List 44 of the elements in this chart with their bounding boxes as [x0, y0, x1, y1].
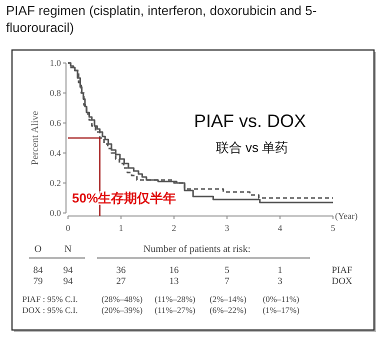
x-tick-label: 1 — [118, 223, 124, 233]
text: (28%–48%) — [101, 294, 143, 304]
text: (20%–39%) — [101, 305, 143, 315]
annotation: 联合 vs 单药 — [216, 140, 288, 155]
x-tick-label: 2 — [172, 223, 176, 233]
text: 7 — [224, 277, 230, 287]
text: N — [64, 244, 72, 255]
y-tick-label: 1.0 — [50, 58, 62, 68]
text: (0%–11%) — [262, 294, 300, 304]
text: (11%–28%) — [154, 294, 196, 304]
text: (2%–14%) — [210, 294, 247, 304]
y-tick-label: 0.2 — [50, 178, 61, 188]
text: 13 — [169, 277, 179, 287]
text: 36 — [116, 266, 126, 276]
text: 5 — [224, 266, 230, 276]
text: 3 — [278, 277, 283, 287]
y-tick-label: 0.6 — [50, 118, 62, 128]
x-axis-title: (Year) — [335, 211, 358, 221]
chart-title: PIAF regimen (cisplatin, interferon, doxorubicin and 5-fluorouracil) — [6, 2, 318, 36]
text: 94 — [63, 277, 73, 287]
text: O — [34, 244, 42, 255]
text: PIAF : 95% C.I. — [22, 294, 78, 304]
text: (1%–17%) — [262, 305, 300, 315]
text: 84 — [33, 266, 43, 276]
y-tick-label: 0.8 — [50, 88, 62, 98]
text: 94 — [63, 266, 73, 276]
y-axis-title: Percent Alive — [30, 110, 41, 166]
x-tick-label: 4 — [278, 223, 283, 233]
text: Number of patients at risk: — [143, 244, 251, 255]
x-tick-label: 3 — [224, 223, 230, 233]
text: 79 — [33, 277, 43, 287]
x-tick-label: 0 — [66, 223, 71, 233]
y-tick-label: 0.4 — [50, 148, 62, 158]
text: 1 — [278, 266, 283, 276]
text: (11%–27%) — [154, 305, 196, 315]
text: 16 — [169, 266, 179, 276]
annotation: PIAF vs. DOX — [194, 111, 306, 131]
text: DOX : 95% C.I. — [22, 305, 78, 315]
text: DOX — [332, 277, 352, 287]
text: PIAF — [332, 266, 352, 276]
y-tick-label: 0.0 — [50, 208, 62, 218]
text: 27 — [116, 277, 126, 287]
x-tick-label: 5 — [330, 223, 336, 233]
text: (6%–22%) — [210, 305, 247, 315]
